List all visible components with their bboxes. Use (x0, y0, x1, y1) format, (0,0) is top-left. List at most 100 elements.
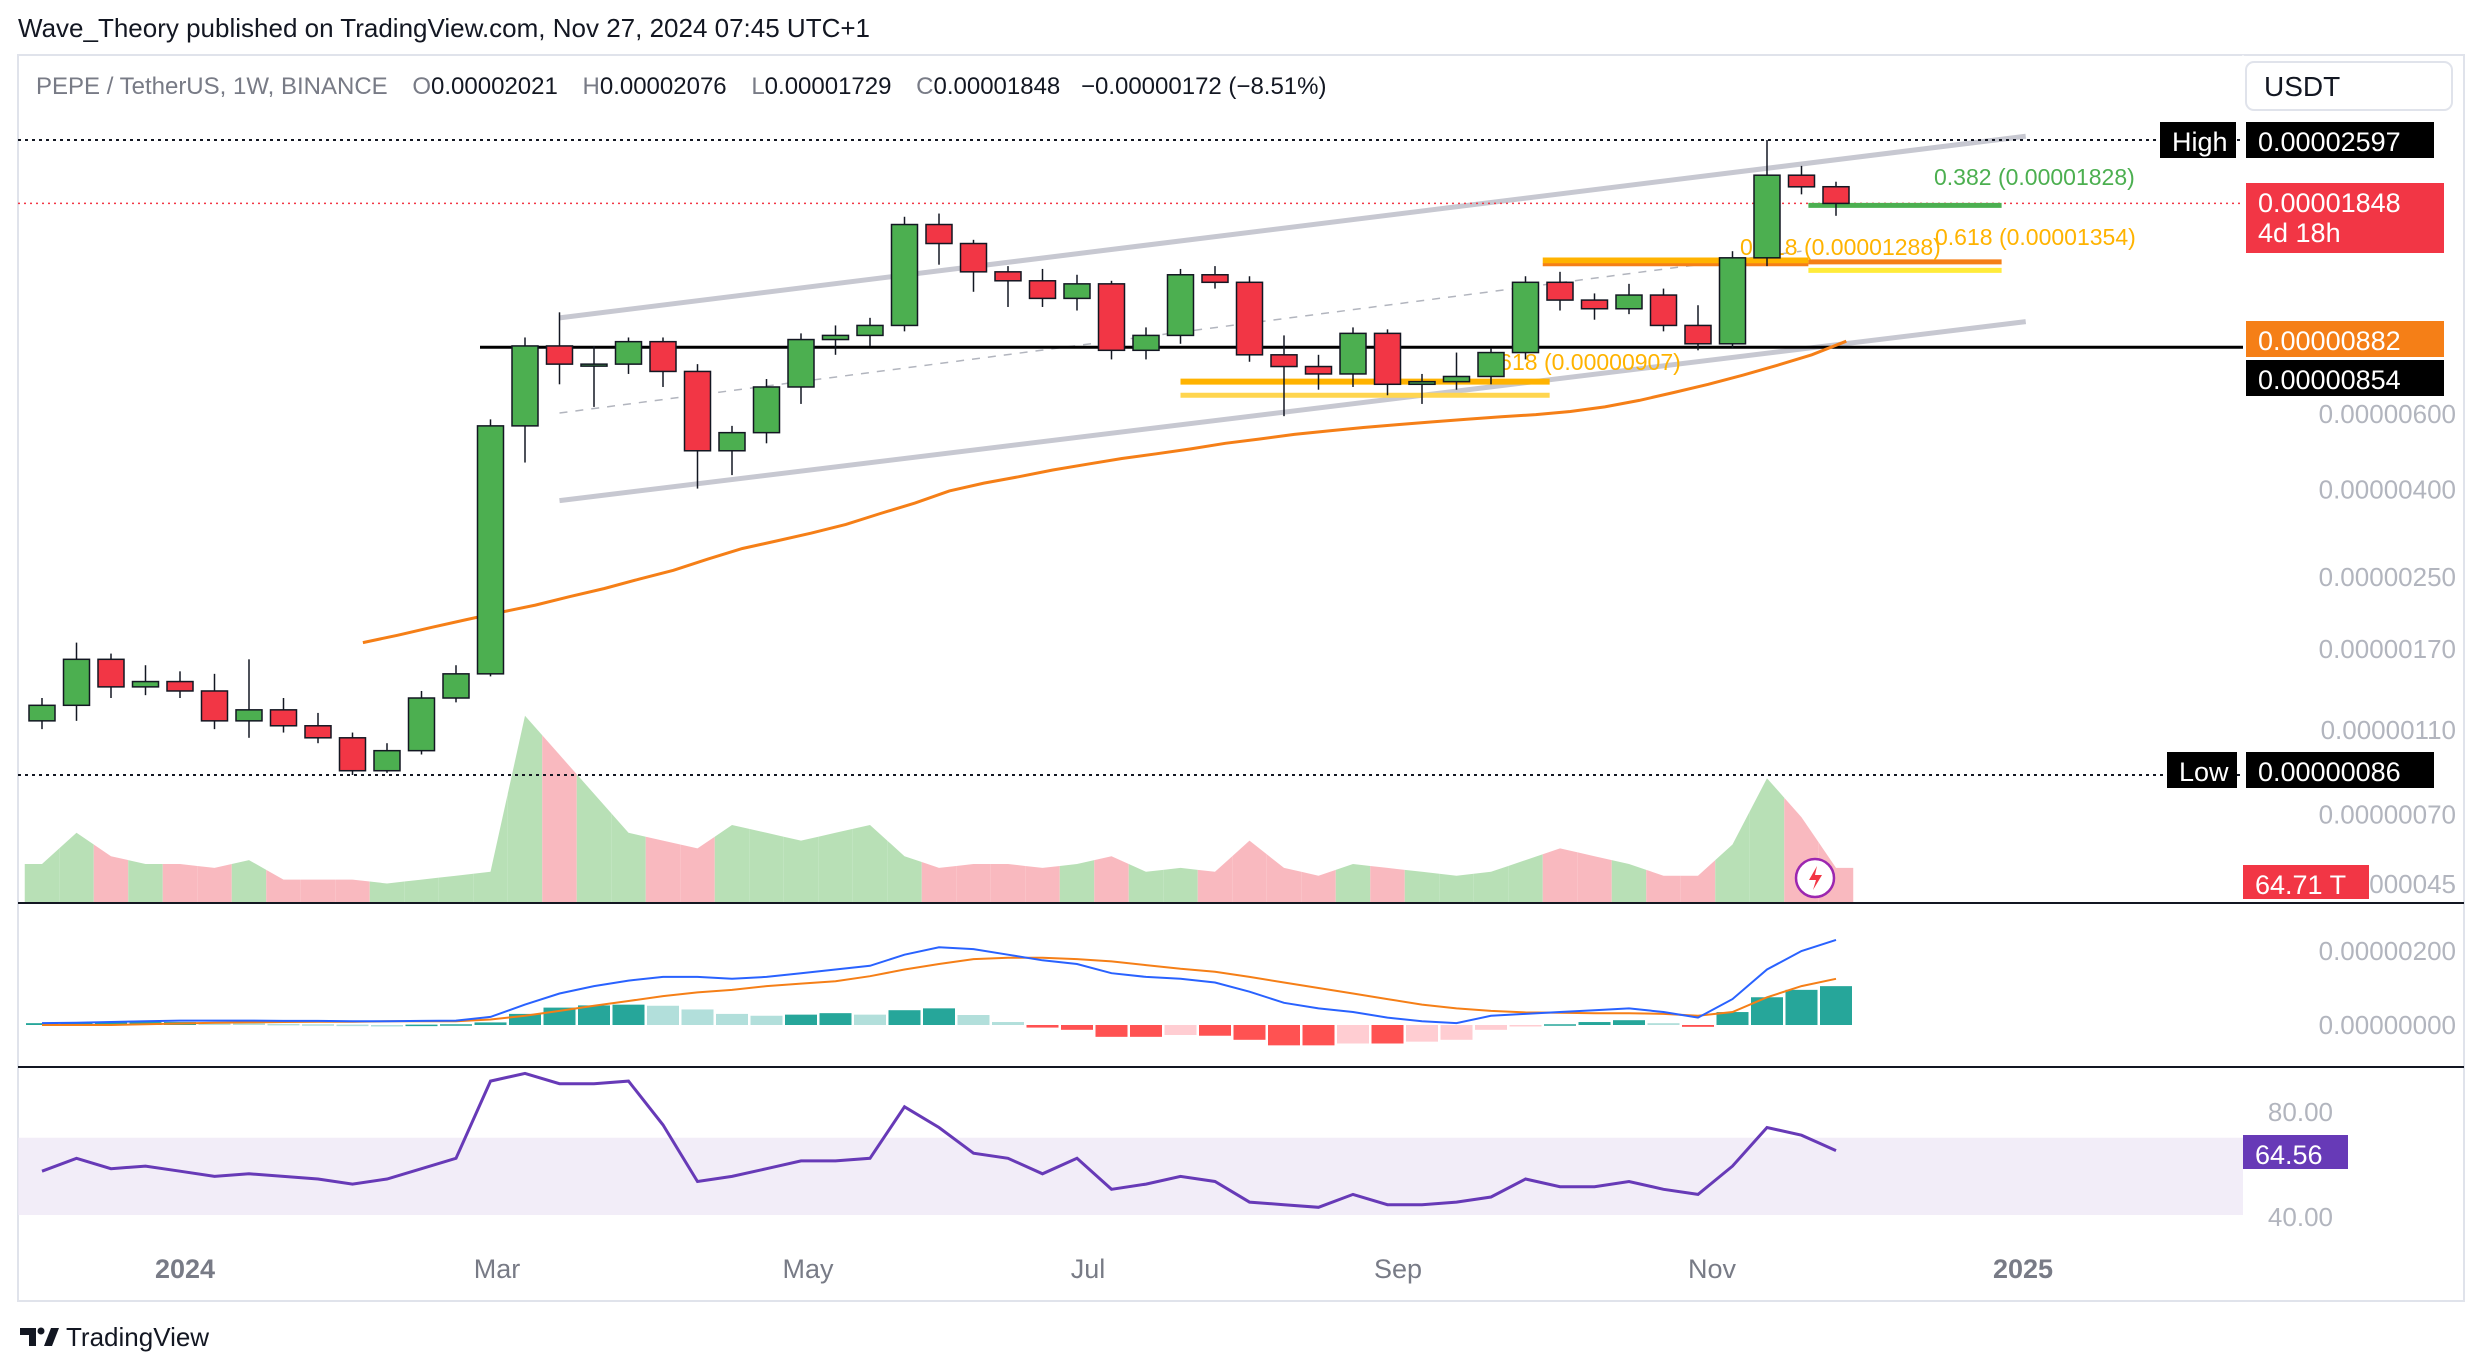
candle[interactable] (1511, 276, 1540, 360)
ema-value-tag-bg (2246, 321, 2444, 357)
candle[interactable] (649, 337, 677, 387)
macd-line[interactable] (41, 938, 1837, 1025)
candle-body (1097, 283, 1126, 352)
candle[interactable] (683, 364, 712, 489)
replay-icon[interactable] (1794, 857, 1836, 899)
candle[interactable] (1166, 268, 1195, 344)
tradingview-logo[interactable]: TradingView (20, 1322, 209, 1352)
candle[interactable] (1684, 305, 1712, 351)
volume-bar (128, 860, 163, 903)
candle[interactable] (166, 671, 194, 699)
candle-body (1511, 281, 1540, 354)
candle[interactable] (62, 642, 91, 721)
candle[interactable] (235, 659, 263, 738)
rsi-line[interactable] (41, 1071, 1837, 1209)
candle-body (1270, 354, 1298, 368)
candle-body (62, 658, 91, 707)
candle[interactable] (1201, 266, 1229, 289)
macd-histogram-bar (1337, 1025, 1369, 1044)
candle[interactable] (97, 653, 125, 699)
candle[interactable] (787, 333, 815, 404)
channel-upper-line[interactable] (559, 133, 2027, 321)
volume-bar (1715, 811, 1750, 903)
candle[interactable] (1304, 354, 1333, 390)
candle-body (1649, 294, 1678, 327)
candle[interactable] (407, 690, 436, 755)
macd-histogram-bar (1785, 989, 1818, 1025)
candle[interactable] (545, 312, 574, 385)
candle[interactable] (1132, 327, 1160, 360)
candle-body (131, 680, 160, 688)
candle[interactable] (338, 732, 367, 775)
candle[interactable] (1546, 271, 1574, 311)
candle[interactable] (1097, 280, 1126, 360)
candle[interactable] (890, 216, 919, 332)
candle-body (407, 697, 436, 752)
volume-bar (576, 774, 612, 903)
ema-line[interactable] (362, 339, 1847, 645)
candle[interactable] (1373, 329, 1402, 396)
macd-histogram-bar (405, 1024, 438, 1027)
candle-body (959, 242, 988, 273)
candle[interactable] (1339, 327, 1367, 387)
volume-value-tag: 64.71 T (2243, 865, 2369, 900)
candle[interactable] (1580, 293, 1609, 320)
macd-histogram-bar (612, 1004, 645, 1025)
high-label-tag: High (2160, 122, 2236, 158)
close-label: C (916, 73, 933, 100)
currency-button[interactable]: USDT (2245, 61, 2453, 111)
candle[interactable] (856, 317, 884, 346)
volume-bar (1370, 865, 1405, 903)
candle[interactable] (511, 337, 539, 463)
rsi-value-tag: 64.56 (2243, 1135, 2348, 1170)
macd-histogram-bar (923, 1008, 955, 1025)
candle[interactable] (959, 239, 988, 292)
candle[interactable] (1753, 140, 1781, 267)
candle[interactable] (580, 345, 608, 407)
candle[interactable] (1408, 373, 1436, 404)
volume-bar (1473, 865, 1509, 903)
candle[interactable] (28, 698, 56, 730)
candle[interactable] (1235, 276, 1264, 362)
candle[interactable] (373, 743, 401, 773)
volume-bar (507, 715, 543, 903)
low-label-tag: Low (2167, 752, 2237, 788)
price-scale-label: 0.00000600 (2319, 399, 2456, 429)
candle[interactable] (1649, 288, 1678, 332)
candle[interactable] (994, 266, 1022, 307)
candle[interactable] (304, 712, 332, 744)
candle[interactable] (1063, 274, 1091, 311)
macd-histogram-bar (371, 1025, 403, 1027)
candle[interactable] (1442, 352, 1471, 390)
candle[interactable] (269, 698, 298, 733)
candle[interactable] (1028, 268, 1057, 307)
macd-histogram-bar (198, 1022, 231, 1025)
channel-lower-line[interactable] (559, 319, 2027, 504)
candle[interactable] (1718, 251, 1747, 349)
candle[interactable] (476, 419, 505, 677)
publish-line: Wave_Theory published on TradingView.com… (18, 13, 870, 43)
candle-body (1787, 174, 1816, 188)
candle[interactable] (925, 213, 953, 265)
candle-body (856, 324, 884, 337)
candle[interactable] (1615, 283, 1643, 315)
candle-body (304, 725, 332, 739)
candle[interactable] (1787, 165, 1816, 195)
candle[interactable] (1270, 335, 1298, 417)
candle[interactable] (131, 665, 160, 696)
candle[interactable] (614, 337, 643, 374)
candle[interactable] (718, 425, 746, 476)
brand-name: TradingView (66, 1322, 209, 1352)
rsi-scale-label: 80.00 (2268, 1097, 2333, 1127)
candle[interactable] (442, 665, 470, 703)
candle[interactable] (200, 673, 229, 730)
candle[interactable] (821, 325, 850, 355)
candle[interactable] (1822, 181, 1850, 216)
ema-value-tag: 0.00000882 (2246, 321, 2444, 357)
macd-histogram-bar (1268, 1025, 1300, 1046)
volume-bar (24, 848, 60, 903)
candle-body (1132, 334, 1160, 352)
candle[interactable] (752, 379, 781, 444)
volume-bar (818, 828, 853, 903)
candle[interactable] (1477, 348, 1505, 385)
